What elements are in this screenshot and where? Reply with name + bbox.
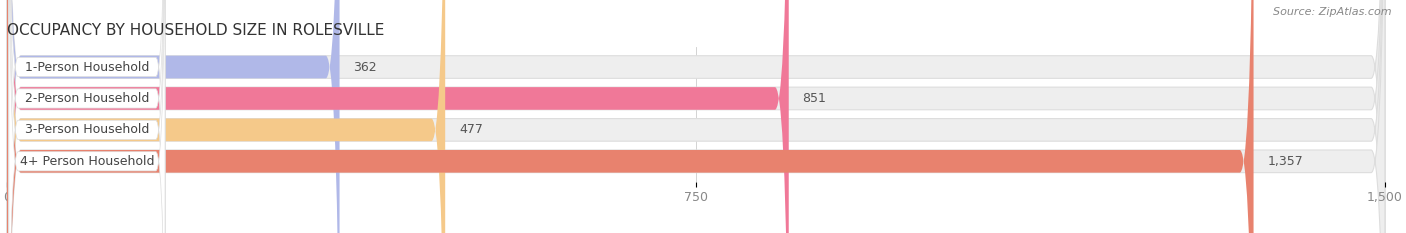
FancyBboxPatch shape: [7, 0, 1254, 233]
Text: OCCUPANCY BY HOUSEHOLD SIZE IN ROLESVILLE: OCCUPANCY BY HOUSEHOLD SIZE IN ROLESVILL…: [7, 24, 384, 38]
FancyBboxPatch shape: [7, 0, 340, 233]
FancyBboxPatch shape: [7, 0, 1385, 233]
FancyBboxPatch shape: [8, 0, 165, 233]
FancyBboxPatch shape: [8, 0, 165, 233]
FancyBboxPatch shape: [7, 0, 1385, 233]
Text: 1-Person Household: 1-Person Household: [25, 61, 149, 74]
FancyBboxPatch shape: [7, 0, 789, 233]
Text: 2-Person Household: 2-Person Household: [25, 92, 149, 105]
Text: 1,357: 1,357: [1267, 155, 1303, 168]
Text: 477: 477: [458, 123, 482, 136]
Text: 3-Person Household: 3-Person Household: [25, 123, 149, 136]
Text: 4+ Person Household: 4+ Person Household: [20, 155, 155, 168]
FancyBboxPatch shape: [7, 0, 1385, 233]
Text: 362: 362: [353, 61, 377, 74]
FancyBboxPatch shape: [7, 0, 1385, 233]
FancyBboxPatch shape: [7, 0, 446, 233]
FancyBboxPatch shape: [8, 0, 165, 233]
FancyBboxPatch shape: [8, 0, 165, 233]
Text: 851: 851: [803, 92, 827, 105]
Text: Source: ZipAtlas.com: Source: ZipAtlas.com: [1274, 7, 1392, 17]
